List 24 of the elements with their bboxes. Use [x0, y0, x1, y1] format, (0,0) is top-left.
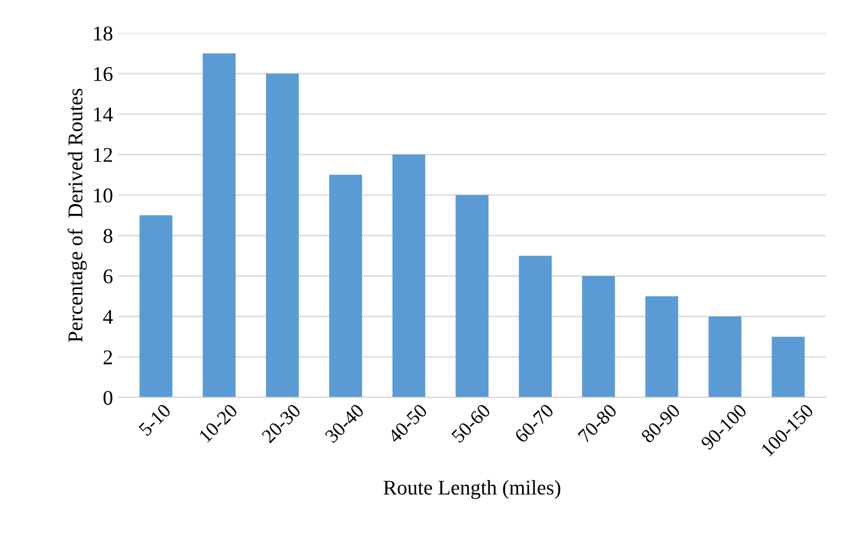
- bar: [456, 195, 489, 398]
- bar: [266, 74, 299, 398]
- y-tick-label: 2: [104, 350, 112, 364]
- bar: [329, 174, 362, 398]
- y-tick-label: 18: [94, 26, 112, 41]
- y-axis-title: Percentage of Derived Routes: [68, 88, 87, 342]
- y-tick-label: 14: [94, 108, 113, 122]
- y-tick-label: 4: [103, 310, 113, 324]
- y-tick-label: 12: [94, 148, 112, 162]
- bar: [518, 256, 552, 398]
- bar: [582, 276, 615, 398]
- bar: [202, 53, 236, 398]
- bar: [140, 215, 172, 398]
- bar: [772, 336, 805, 398]
- y-tick-label: 10: [94, 188, 112, 202]
- bar: [392, 154, 426, 398]
- y-tick-label: 6: [104, 269, 113, 284]
- y-tick-label: 8: [104, 228, 112, 243]
- x-tick-label: 5-10: [138, 403, 172, 436]
- x-axis-title: Route Length (miles): [384, 480, 560, 499]
- bar: [708, 316, 742, 398]
- y-tick-label: 16: [94, 67, 113, 82]
- y-tick-label: 0: [104, 390, 112, 405]
- bar: [645, 296, 678, 398]
